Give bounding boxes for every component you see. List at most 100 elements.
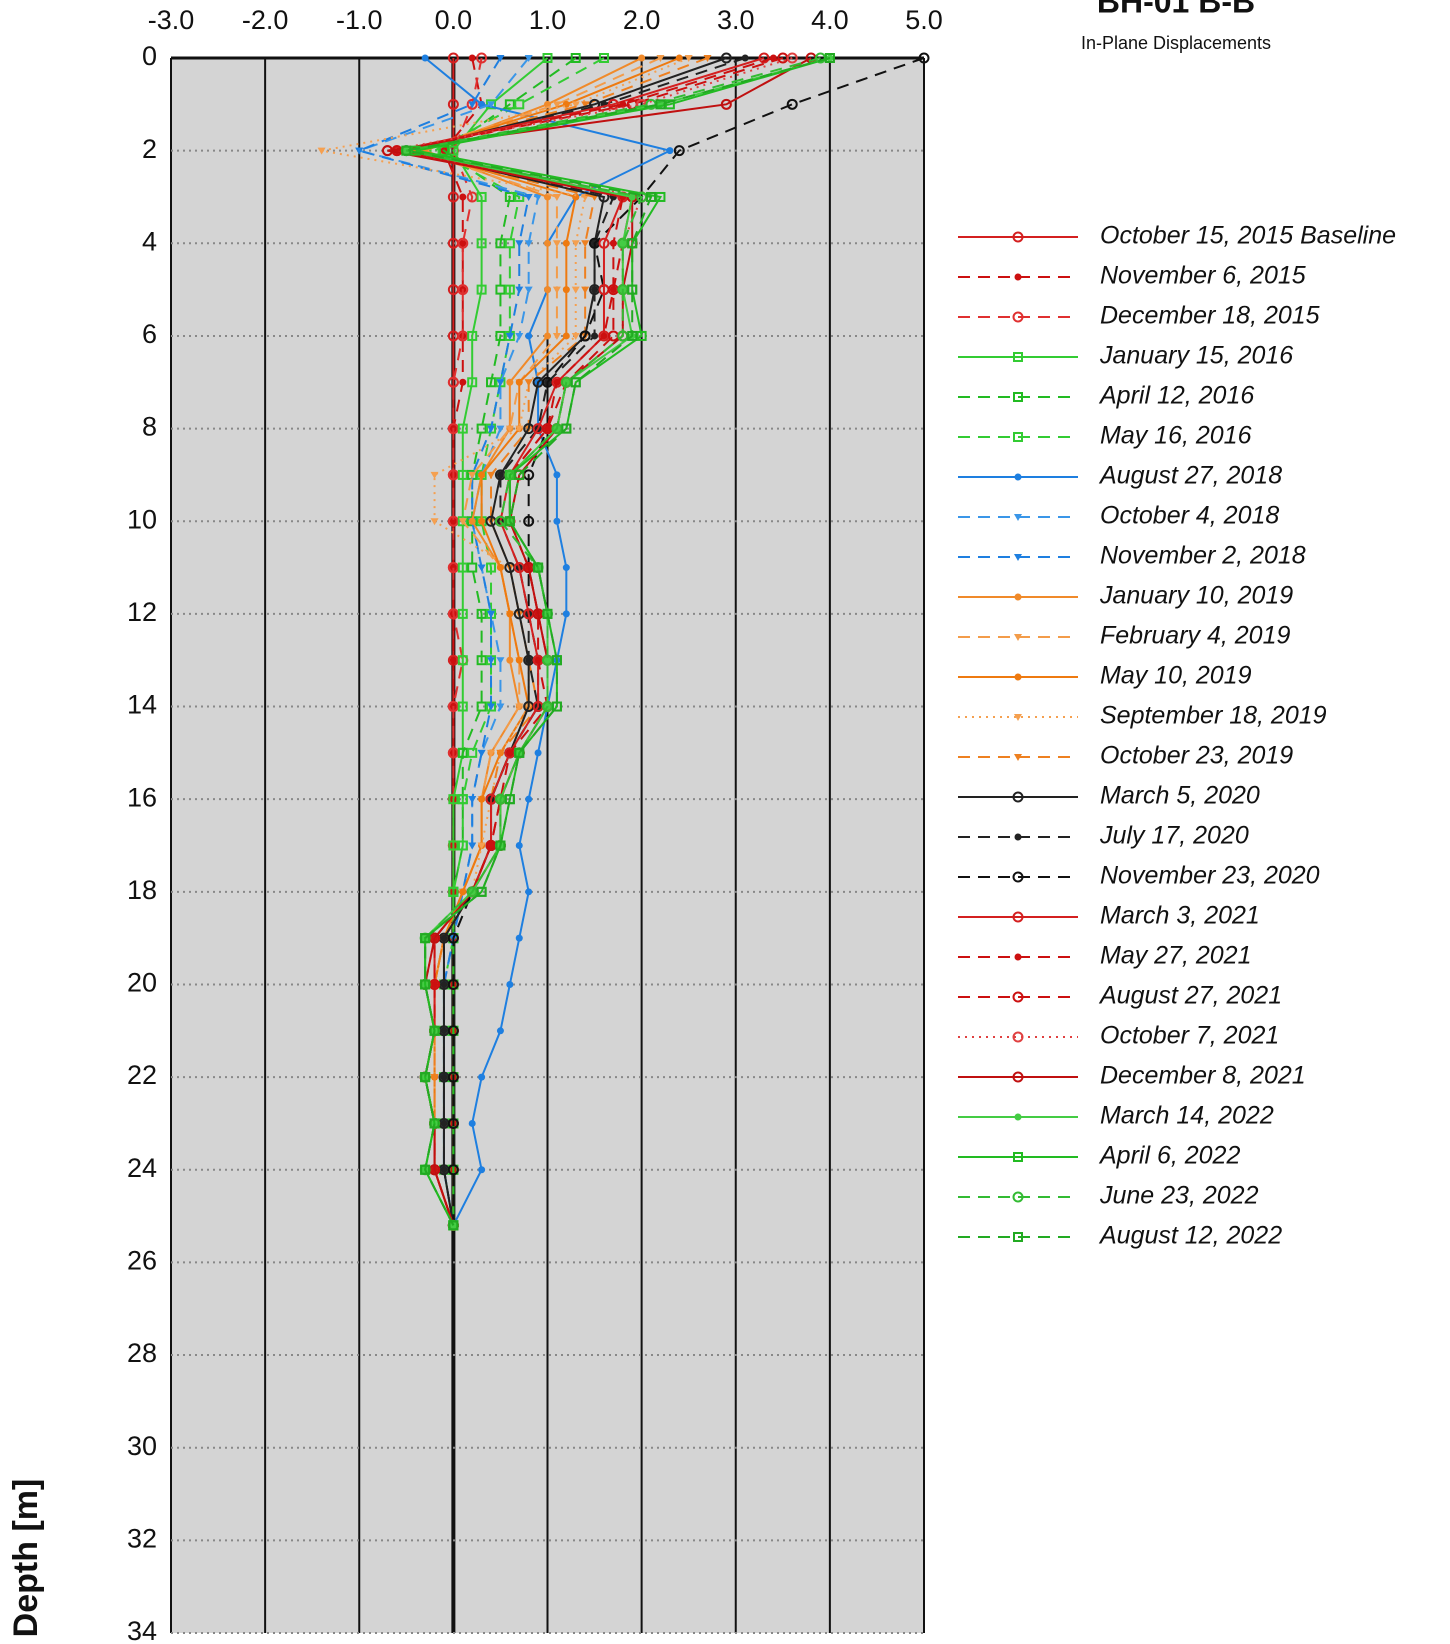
- data-point: [486, 562, 497, 573]
- data-point: [655, 191, 666, 202]
- data-point: [571, 101, 580, 109]
- legend-label: August 27, 2018: [1098, 462, 1282, 490]
- data-point: [627, 284, 638, 295]
- x-tick-label: 5.0: [905, 5, 943, 35]
- data-point: [627, 238, 638, 249]
- legend-marker: [1014, 593, 1022, 601]
- x-tick-label: -1.0: [336, 5, 383, 35]
- data-point: [598, 237, 610, 249]
- y-tick-label: 14: [127, 690, 157, 720]
- data-point: [487, 610, 496, 618]
- data-point: [506, 656, 514, 664]
- legend-label: April 6, 2022: [1098, 1142, 1240, 1170]
- y-tick-label: 28: [127, 1338, 157, 1368]
- data-point: [381, 145, 393, 157]
- data-point: [562, 332, 570, 340]
- data-point: [515, 656, 523, 664]
- data-point: [684, 55, 693, 62]
- data-point: [459, 193, 467, 201]
- legend-marker: [1012, 1031, 1024, 1043]
- x-tick-label: 3.0: [717, 5, 755, 35]
- data-point: [476, 655, 487, 666]
- data-point: [476, 284, 487, 295]
- data-point: [534, 656, 542, 664]
- data-point: [552, 101, 561, 109]
- data-point: [646, 191, 657, 202]
- legend-marker: [1014, 473, 1022, 481]
- data-point: [591, 332, 599, 340]
- data-point: [317, 147, 326, 155]
- data-point: [552, 240, 561, 248]
- data-point: [476, 191, 487, 202]
- data-point: [619, 239, 627, 247]
- y-tick-label: 8: [142, 412, 157, 442]
- data-point: [581, 101, 590, 109]
- legend-label: October 15, 2015 Baseline: [1100, 222, 1396, 250]
- data-point: [447, 191, 459, 203]
- data-point: [504, 516, 515, 527]
- legend-marker: [1014, 673, 1022, 681]
- data-point: [496, 749, 505, 757]
- data-point: [457, 284, 469, 296]
- data-point: [496, 657, 505, 665]
- data-point: [447, 1117, 459, 1129]
- data-point: [467, 330, 478, 341]
- legend-label: March 14, 2022: [1100, 1102, 1274, 1130]
- legend-label: August 27, 2021: [1098, 982, 1282, 1010]
- data-point: [655, 99, 666, 110]
- legend-marker: [1014, 514, 1022, 521]
- data-point: [457, 794, 468, 805]
- data-point: [447, 1164, 459, 1176]
- data-point: [447, 978, 459, 990]
- data-point: [467, 562, 478, 573]
- data-point: [533, 562, 544, 573]
- data-point: [457, 701, 468, 712]
- data-point: [524, 286, 533, 294]
- data-point: [440, 1027, 448, 1035]
- data-point: [628, 193, 636, 201]
- data-point: [786, 52, 798, 64]
- data-point: [477, 749, 486, 757]
- x-tick-label: 4.0: [811, 5, 849, 35]
- legend-label: May 10, 2019: [1100, 662, 1252, 690]
- data-point: [487, 703, 496, 711]
- data-point: [457, 655, 468, 666]
- legend-label: May 27, 2021: [1100, 942, 1252, 970]
- data-point: [506, 378, 514, 386]
- data-point: [534, 749, 542, 757]
- data-point: [459, 239, 467, 247]
- data-point: [552, 332, 561, 340]
- data-point: [570, 53, 581, 63]
- legend-marker: [1013, 1152, 1023, 1162]
- axis-label: Depth [m]: [7, 1479, 45, 1638]
- data-point: [355, 147, 364, 155]
- data-point: [525, 332, 533, 340]
- data-point: [476, 238, 487, 249]
- data-point: [401, 145, 412, 156]
- series-line: [442, 57, 577, 1226]
- data-point: [524, 193, 533, 201]
- data-point: [515, 934, 523, 942]
- data-point: [552, 193, 561, 201]
- y-tick-label: 34: [127, 1616, 157, 1644]
- data-point: [476, 423, 487, 434]
- data-point: [420, 1072, 431, 1083]
- legend-label: October 7, 2021: [1100, 1022, 1279, 1050]
- data-point: [458, 518, 467, 526]
- data-point: [430, 1074, 439, 1082]
- data-point: [514, 99, 525, 110]
- data-point: [459, 888, 467, 896]
- data-point: [515, 703, 524, 711]
- data-point: [420, 1164, 431, 1175]
- data-point: [448, 840, 459, 851]
- data-point: [495, 284, 506, 295]
- data-point: [495, 238, 506, 249]
- data-point: [562, 564, 570, 572]
- legend-marker: [1014, 754, 1022, 761]
- data-point: [571, 332, 580, 340]
- y-tick-label: 32: [127, 1523, 157, 1553]
- legend-label: March 3, 2021: [1100, 902, 1260, 930]
- data-point: [487, 749, 496, 757]
- data-point: [551, 655, 562, 666]
- data-point: [421, 54, 429, 62]
